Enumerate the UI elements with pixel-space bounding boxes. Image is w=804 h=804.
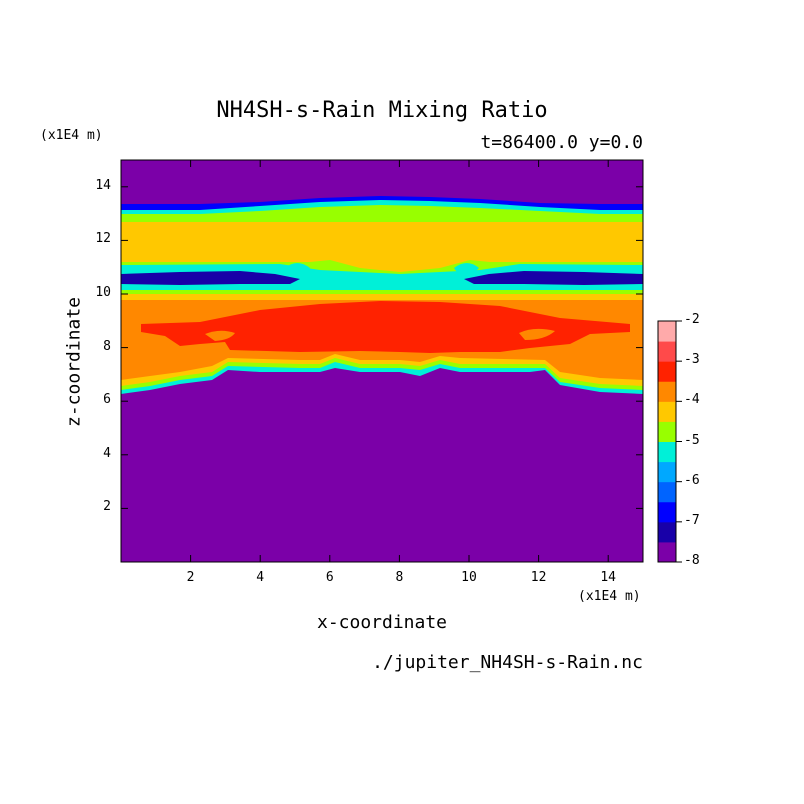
x-tick-label: 2: [186, 570, 195, 585]
plot-frame: [120, 159, 644, 563]
colorbar-swatch: [658, 501, 676, 523]
y-tick-label: 6: [103, 392, 111, 408]
left-eddy: [285, 263, 310, 276]
colorbar-tick-label: -5: [684, 432, 700, 448]
chart-title: NH4SH-s-Rain Mixing Ratio: [216, 98, 548, 123]
y-tick-label: 10: [95, 285, 111, 300]
y-unit-label: (x1E4 m): [40, 128, 103, 143]
colorbar-tick-label: -6: [684, 472, 700, 488]
colorbar-tick-label: -8: [684, 553, 700, 568]
source-file-label: ./jupiter_NH4SH-s-Rain.nc: [372, 652, 643, 673]
x-axis-label: x-coordinate: [316, 612, 448, 633]
colorbar-tick-label: -2: [684, 312, 700, 327]
y-tick-label: 4: [103, 445, 111, 461]
colorbar-swatch: [658, 541, 676, 563]
x-unit-label: (x1E4 m): [578, 589, 641, 604]
red-core-notch-right: [519, 328, 555, 340]
right-streak: [464, 271, 643, 285]
y-axis-label: z-coordinate: [63, 296, 85, 428]
colorbar-swatch: [658, 401, 676, 422]
colorbar-swatch: [658, 421, 676, 442]
colorbar-swatch: [658, 381, 676, 402]
red-core: [141, 301, 630, 353]
colorbar-swatch: [658, 461, 676, 483]
x-tick-label: 14: [600, 570, 617, 585]
x-tick-label: 8: [395, 570, 404, 585]
colorbar-swatch: [658, 441, 676, 463]
colorbar-swatch: [658, 521, 676, 543]
chart-subtitle: t=86400.0 y=0.0: [480, 132, 643, 153]
y-tick-label: 14: [95, 177, 111, 193]
left-streak: [121, 271, 300, 285]
colorbar-tick-label: -4: [684, 392, 700, 408]
y-tick-label: 2: [103, 499, 111, 515]
y-axis-ticks: [121, 186, 643, 509]
x-axis-ticks: [190, 160, 609, 562]
x-tick-label: 12: [530, 570, 547, 585]
right-eddy: [454, 263, 479, 276]
y-tick-label: 8: [103, 338, 111, 354]
colorbar-swatch: [658, 361, 676, 382]
red-core-notch-left: [205, 330, 235, 341]
x-tick-label: 6: [325, 570, 334, 585]
colorbar-swatch: [658, 341, 676, 362]
x-tick-label: 4: [256, 570, 265, 585]
upper-band-core: [121, 222, 643, 272]
colorbar-swatch: [658, 481, 676, 503]
colorbar-swatch: [658, 321, 676, 342]
colorbar-tick-label: -3: [684, 352, 700, 368]
y-tick-label: 12: [95, 231, 111, 247]
colorbar: [657, 320, 682, 563]
colorbar-tick-label: -7: [684, 512, 700, 528]
x-tick-label: 10: [461, 570, 477, 585]
